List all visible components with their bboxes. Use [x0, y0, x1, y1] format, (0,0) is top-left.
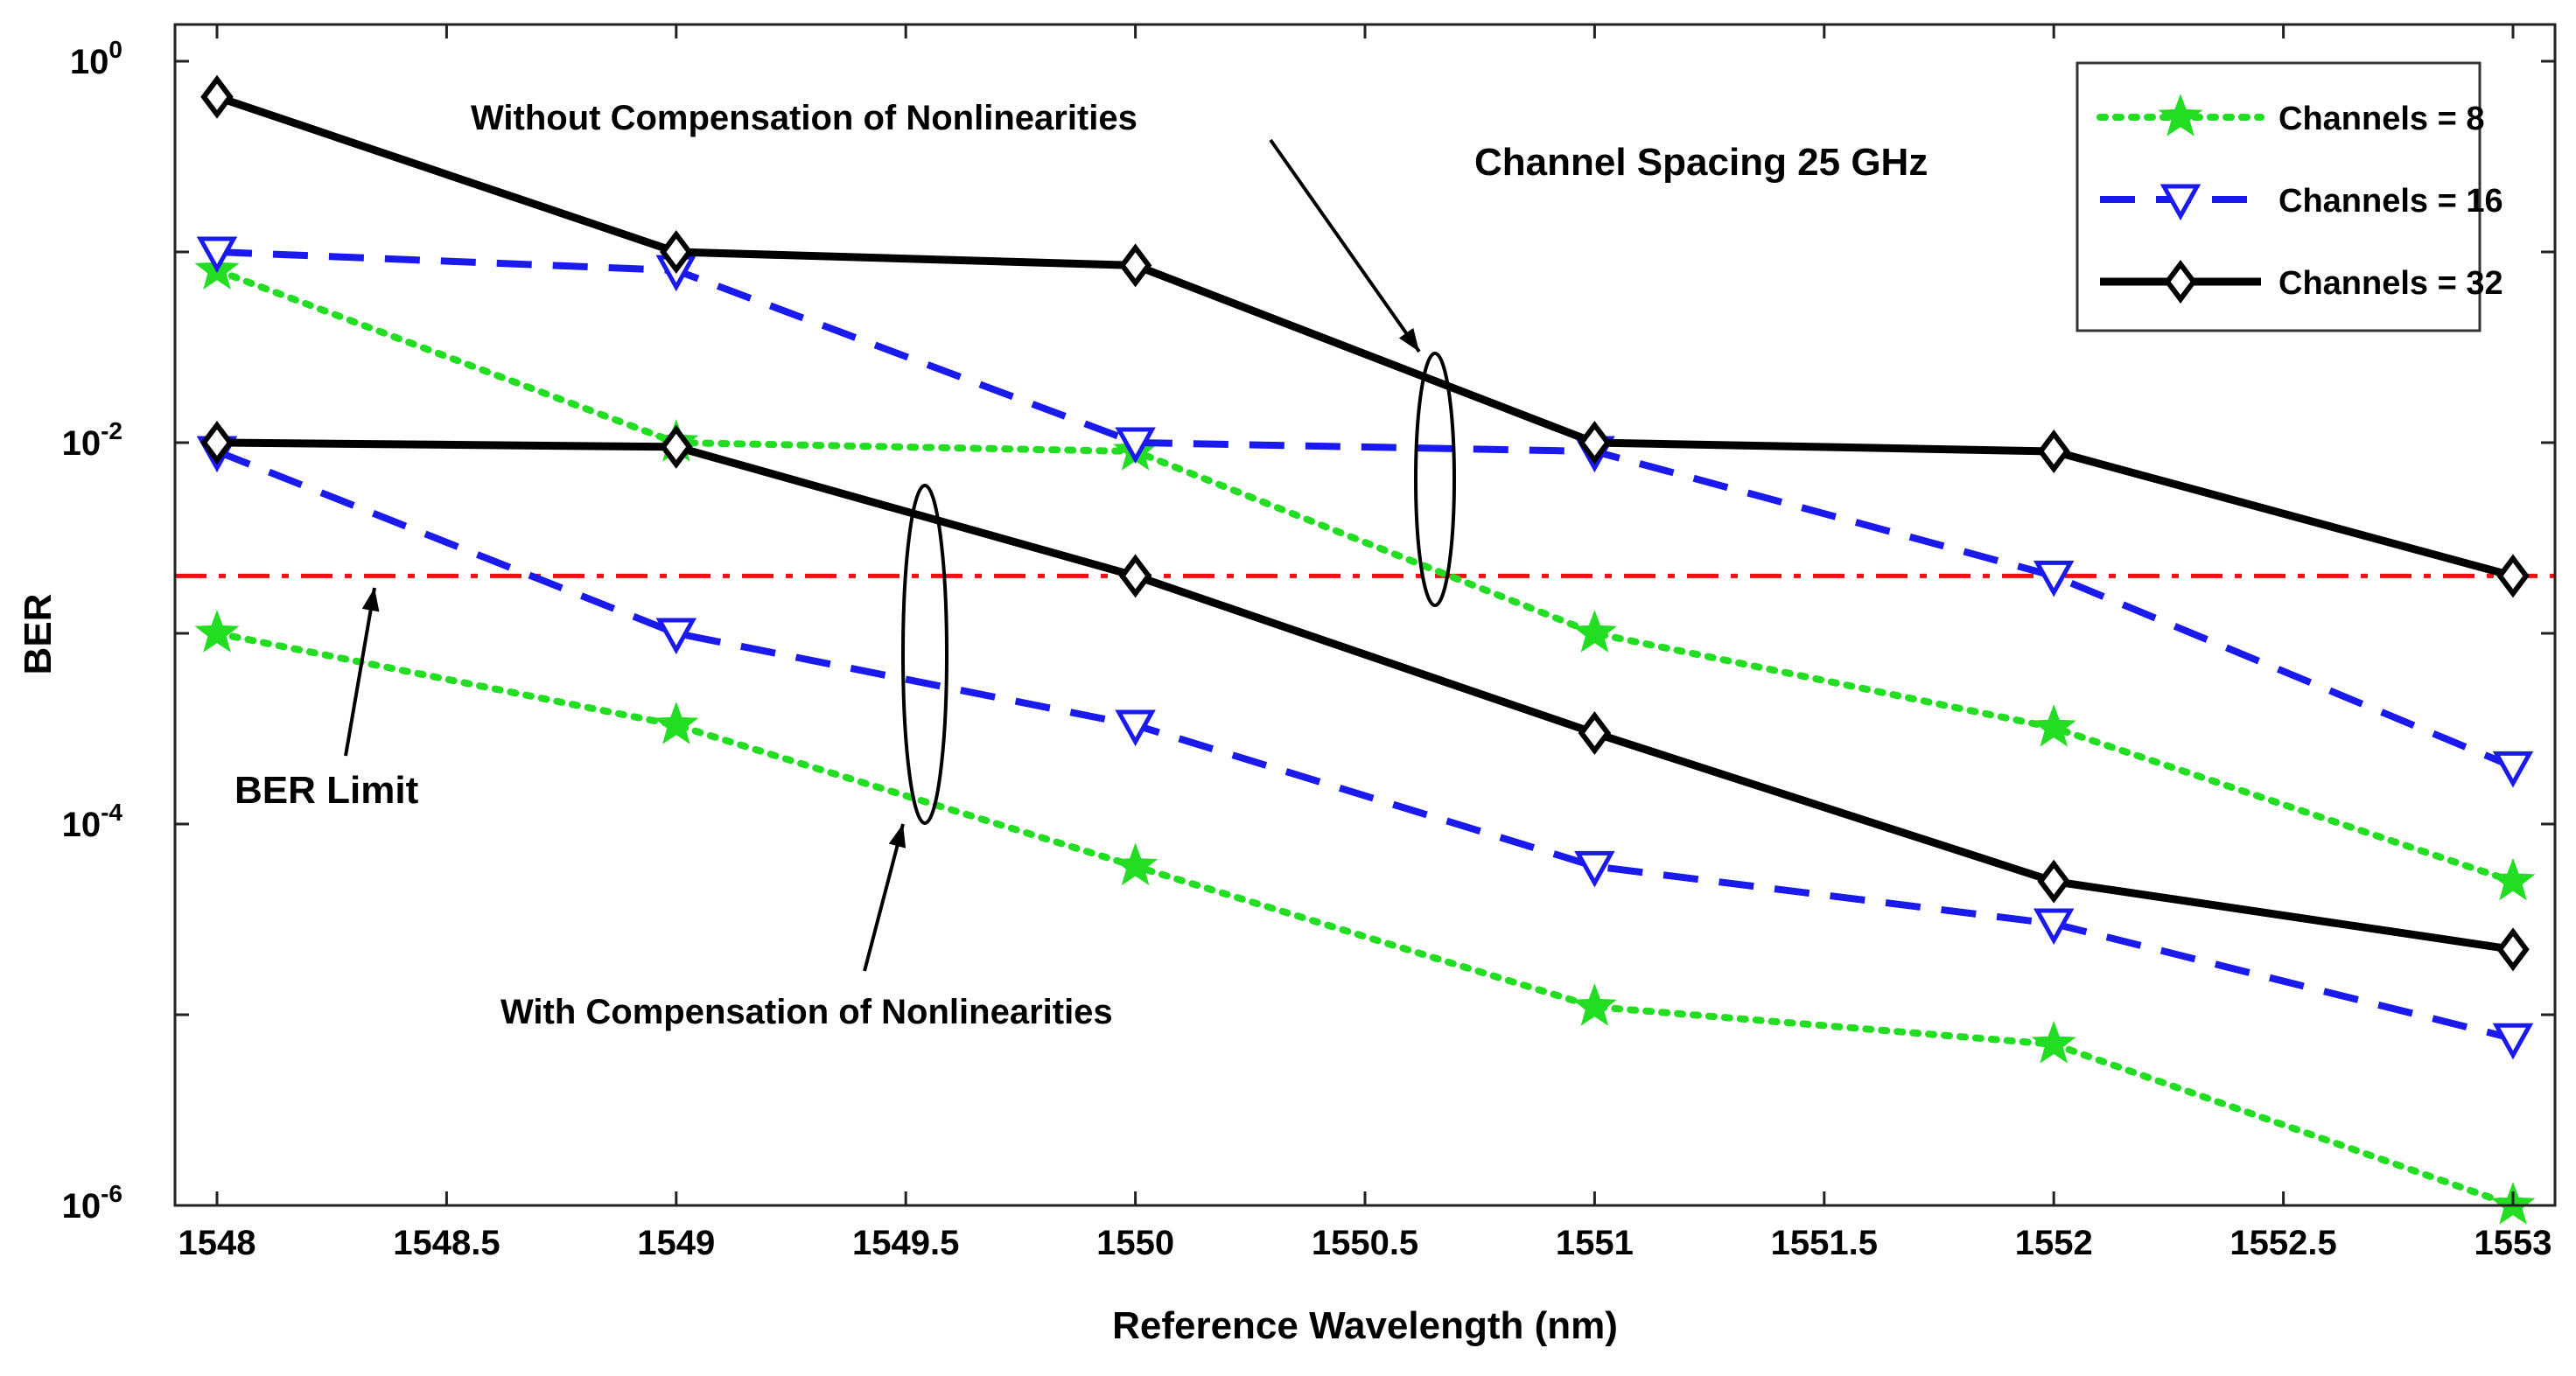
data-point-with-ch16-3: [1574, 850, 1615, 888]
data-point-without-ch16-2: [1115, 427, 1156, 464]
data-point-with-ch16-5: [2492, 1023, 2534, 1060]
data-point-with-ch32-1: [660, 424, 693, 469]
x-tick-label: 1553: [2474, 1224, 2552, 1262]
series-line-without-ch32: [215, 93, 2515, 580]
ellipse-without-group: [1414, 352, 1456, 607]
arrow-without-compensation-head: [1398, 327, 1419, 352]
arrow-with-compensation-shaft: [863, 823, 905, 972]
data-point-with-ch8-1: [654, 702, 699, 744]
arrow-with-compensation-head: [888, 824, 906, 849]
annotation-without-compensation: Without Compensation of Nonlinearities: [471, 99, 1138, 137]
series-line-without-ch8: [214, 267, 2516, 885]
series-layer: [194, 74, 2536, 1225]
arrow-ber-limit-shaft: [344, 587, 376, 757]
axes-layer: 1548 1548.5 1549 1549.5 1550 1550.5 1551 1551.5…: [17, 23, 2557, 1347]
data-point-with-ch8-0: [194, 610, 240, 653]
legend-box: [2076, 61, 2482, 332]
data-point-with-ch32-0: [200, 421, 234, 464]
data-point-without-ch32-4: [2037, 429, 2070, 473]
series-with-ch32: [200, 421, 2530, 972]
x-tick-label: 1552.5: [2230, 1224, 2336, 1262]
x-tick-label: 1548: [178, 1224, 256, 1262]
data-point-without-ch32-3: [1578, 421, 1612, 464]
x-tick-label: 1551.5: [1771, 1224, 1878, 1262]
legend-entry-ch8: Channels = 8: [2096, 94, 2484, 137]
x-tick-label: 1550.5: [1312, 1224, 1418, 1262]
data-point-without-ch32-0: [200, 74, 234, 119]
annotation-layer: Channel Spacing 25 GHz Without Compensati…: [234, 99, 1928, 1031]
legend: Channels = 8 Channels = 16 Channels = 32: [2076, 61, 2503, 332]
x-tick-label: 1550: [1096, 1224, 1174, 1262]
series-line-with-ch8: [214, 630, 2516, 1209]
annotation-ber-limit: BER Limit: [234, 769, 419, 812]
data-point-with-ch16-4: [2033, 908, 2075, 946]
data-point-without-ch8-3: [1572, 610, 1617, 653]
ellipse-with-group: [901, 484, 948, 825]
x-tick-label: 1549.5: [852, 1224, 959, 1262]
data-point-with-ch16-1: [655, 618, 697, 655]
data-point-with-ch32-2: [1118, 554, 1152, 598]
y-tick-label: 10-2: [62, 417, 122, 463]
y-tick-label: 100: [70, 36, 122, 81]
annotation-channel-spacing: Channel Spacing 25 GHz: [1474, 141, 1928, 184]
arrow-without-compensation-shaft: [1269, 138, 1421, 353]
legend-entry-ch32: Channels = 32: [2100, 260, 2503, 304]
data-point-with-ch32-3: [1578, 710, 1612, 755]
arrow-with-compensation: [863, 823, 906, 972]
data-point-with-ch8-2: [1113, 842, 1158, 886]
data-point-without-ch32-1: [660, 230, 693, 274]
legend-entry-ch16: Channels = 16: [2100, 183, 2503, 221]
arrow-ber-limit-head: [361, 588, 380, 612]
y-tick-label: 10-6: [62, 1180, 122, 1226]
data-point-with-ch32-5: [2496, 927, 2530, 972]
series-line-with-ch32: [216, 438, 2514, 953]
x-tick-label: 1552: [2015, 1224, 2093, 1262]
x-tick-label: 1551: [1556, 1224, 1634, 1262]
legend-marker-ch8: [2158, 94, 2203, 136]
series-line-without-ch16: [216, 248, 2515, 771]
y-tick-label: 10-4: [62, 799, 123, 844]
data-point-without-ch32-5: [2496, 554, 2530, 598]
x-tick-label: 1548.5: [393, 1224, 500, 1262]
data-point-with-ch32-4: [2037, 859, 2070, 904]
arrow-ber-limit: [344, 587, 380, 757]
data-point-without-ch16-5: [2492, 751, 2534, 788]
y-axis-label: BER: [17, 594, 60, 675]
data-point-with-ch8-4: [2031, 1020, 2076, 1064]
legend-label-ch8: Channels = 8: [2278, 101, 2484, 137]
legend-marker-ch16: [2160, 184, 2202, 221]
series-line-with-ch16: [215, 448, 2514, 1043]
data-point-without-ch8-5: [2490, 857, 2536, 901]
data-point-without-ch8-4: [2031, 704, 2076, 747]
data-point-without-ch16-4: [2033, 560, 2075, 597]
series-without-ch16: [196, 236, 2534, 788]
data-point-with-ch16-2: [1115, 709, 1156, 747]
legend-marker-ch32: [2164, 260, 2197, 304]
legend-label-ch32: Channels = 32: [2278, 265, 2503, 302]
annotation-with-compensation: With Compensation of Nonlinearities: [500, 993, 1113, 1031]
data-point-with-ch8-3: [1572, 983, 1617, 1026]
legend-label-ch16: Channels = 16: [2278, 183, 2503, 220]
x-axis-label: Reference Wavelength (nm): [1112, 1304, 1618, 1347]
x-tick-label: 1549: [637, 1224, 715, 1262]
data-point-without-ch16-0: [196, 236, 238, 274]
arrow-without-compensation: [1269, 138, 1421, 353]
data-point-without-ch32-2: [1118, 243, 1152, 288]
series-without-ch32: [200, 74, 2530, 598]
